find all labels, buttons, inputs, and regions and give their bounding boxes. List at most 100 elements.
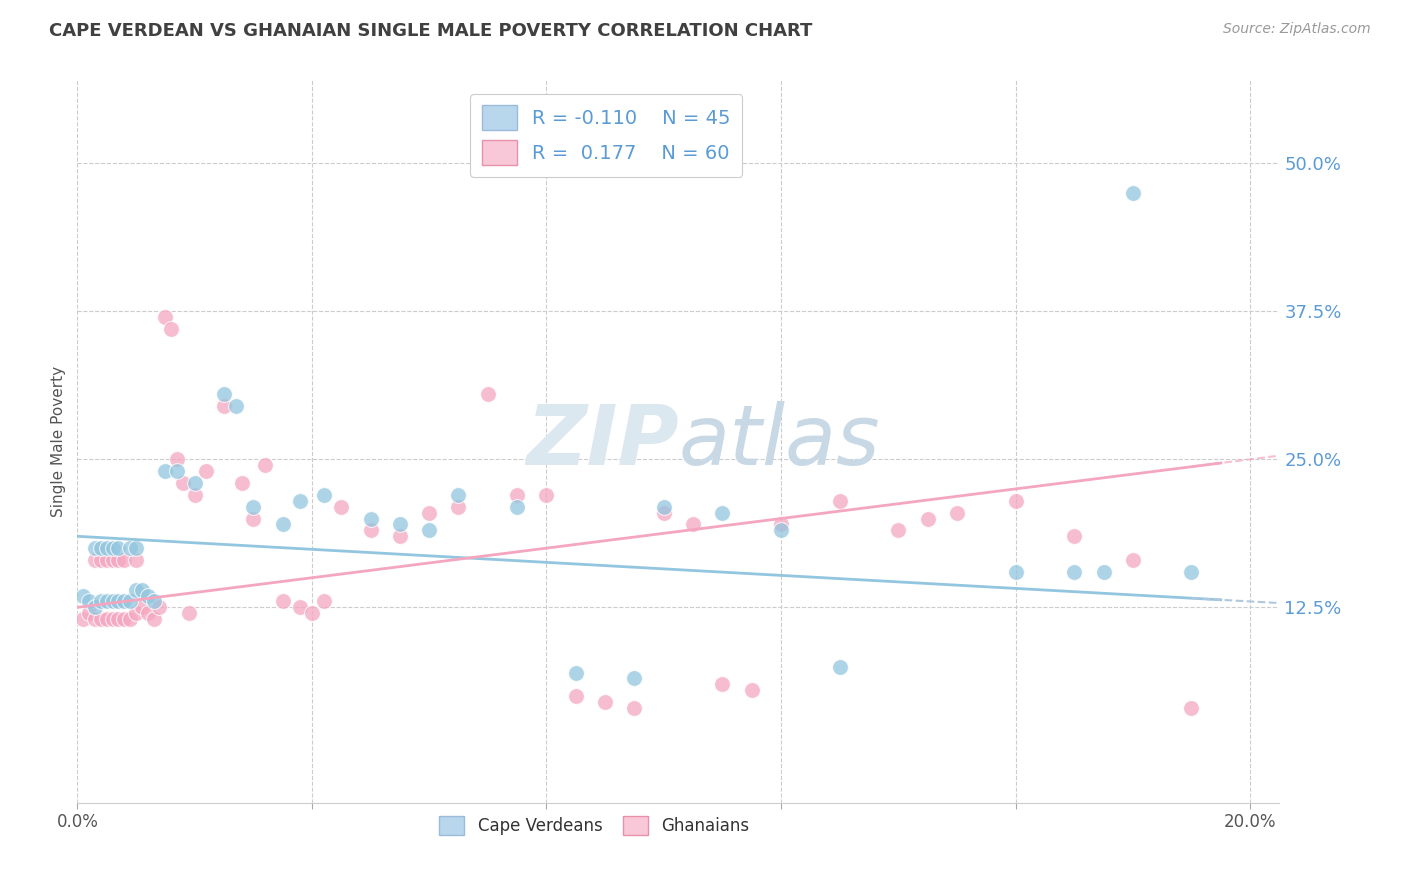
Point [1063, 565, 1085, 579]
Point [101, 553, 124, 567]
Point [101, 541, 124, 556]
Point [84, 541, 107, 556]
Point [195, 464, 218, 478]
Point [1122, 186, 1144, 200]
Point [148, 600, 170, 615]
Point [183, 475, 205, 490]
Point [131, 600, 153, 615]
Point [107, 594, 129, 608]
Point [1092, 565, 1115, 579]
Point [506, 500, 529, 514]
Point [183, 488, 205, 502]
Point [136, 607, 159, 621]
Point [1004, 565, 1026, 579]
Point [96, 553, 118, 567]
Point [231, 475, 253, 490]
Point [225, 399, 247, 413]
Point [447, 488, 470, 502]
Point [301, 607, 323, 621]
Point [769, 524, 792, 538]
Point [242, 511, 264, 525]
Point [946, 506, 969, 520]
Point [120, 612, 142, 626]
Point [312, 594, 335, 608]
Point [769, 517, 792, 532]
Point [90, 594, 112, 608]
Point [623, 701, 645, 715]
Point [271, 594, 294, 608]
Point [623, 672, 645, 686]
Point [711, 677, 734, 691]
Point [418, 524, 440, 538]
Point [652, 506, 675, 520]
Point [77, 607, 100, 621]
Point [155, 310, 177, 325]
Point [84, 553, 107, 567]
Point [506, 488, 529, 502]
Point [155, 464, 177, 478]
Point [125, 582, 148, 597]
Point [828, 659, 851, 673]
Point [107, 612, 129, 626]
Point [142, 612, 165, 626]
Point [101, 612, 124, 626]
Point [288, 600, 311, 615]
Point [565, 665, 588, 680]
Text: CAPE VERDEAN VS GHANAIAN SINGLE MALE POVERTY CORRELATION CHART: CAPE VERDEAN VS GHANAIAN SINGLE MALE POV… [49, 22, 813, 40]
Point [1122, 553, 1144, 567]
Point [242, 500, 264, 514]
Point [142, 594, 165, 608]
Point [652, 500, 675, 514]
Point [360, 511, 382, 525]
Point [1063, 529, 1085, 543]
Point [1004, 493, 1026, 508]
Point [741, 683, 763, 698]
Point [96, 612, 118, 626]
Point [917, 511, 939, 525]
Text: atlas: atlas [679, 401, 880, 482]
Point [112, 594, 135, 608]
Point [212, 387, 235, 401]
Point [682, 517, 704, 532]
Point [1180, 565, 1202, 579]
Point [160, 322, 183, 336]
Point [711, 506, 734, 520]
Legend: Cape Verdeans, Ghanaians: Cape Verdeans, Ghanaians [433, 809, 755, 841]
Point [90, 553, 112, 567]
Point [136, 589, 159, 603]
Point [112, 612, 135, 626]
Point [96, 541, 118, 556]
Text: Source: ZipAtlas.com: Source: ZipAtlas.com [1223, 22, 1371, 37]
Point [887, 524, 910, 538]
Y-axis label: Single Male Poverty: Single Male Poverty [51, 366, 66, 517]
Point [388, 517, 411, 532]
Point [166, 452, 188, 467]
Point [828, 493, 851, 508]
Point [1180, 701, 1202, 715]
Point [172, 475, 194, 490]
Point [418, 506, 440, 520]
Point [72, 612, 94, 626]
Point [593, 695, 616, 709]
Point [90, 612, 112, 626]
Point [107, 553, 129, 567]
Point [330, 500, 353, 514]
Point [166, 464, 188, 478]
Point [477, 387, 499, 401]
Point [388, 529, 411, 543]
Point [120, 594, 142, 608]
Point [125, 553, 148, 567]
Point [125, 541, 148, 556]
Point [107, 541, 129, 556]
Point [90, 541, 112, 556]
Point [77, 594, 100, 608]
Point [212, 399, 235, 413]
Point [84, 612, 107, 626]
Point [84, 600, 107, 615]
Point [271, 517, 294, 532]
Point [312, 488, 335, 502]
Point [131, 582, 153, 597]
Point [177, 607, 200, 621]
Point [447, 500, 470, 514]
Point [360, 524, 382, 538]
